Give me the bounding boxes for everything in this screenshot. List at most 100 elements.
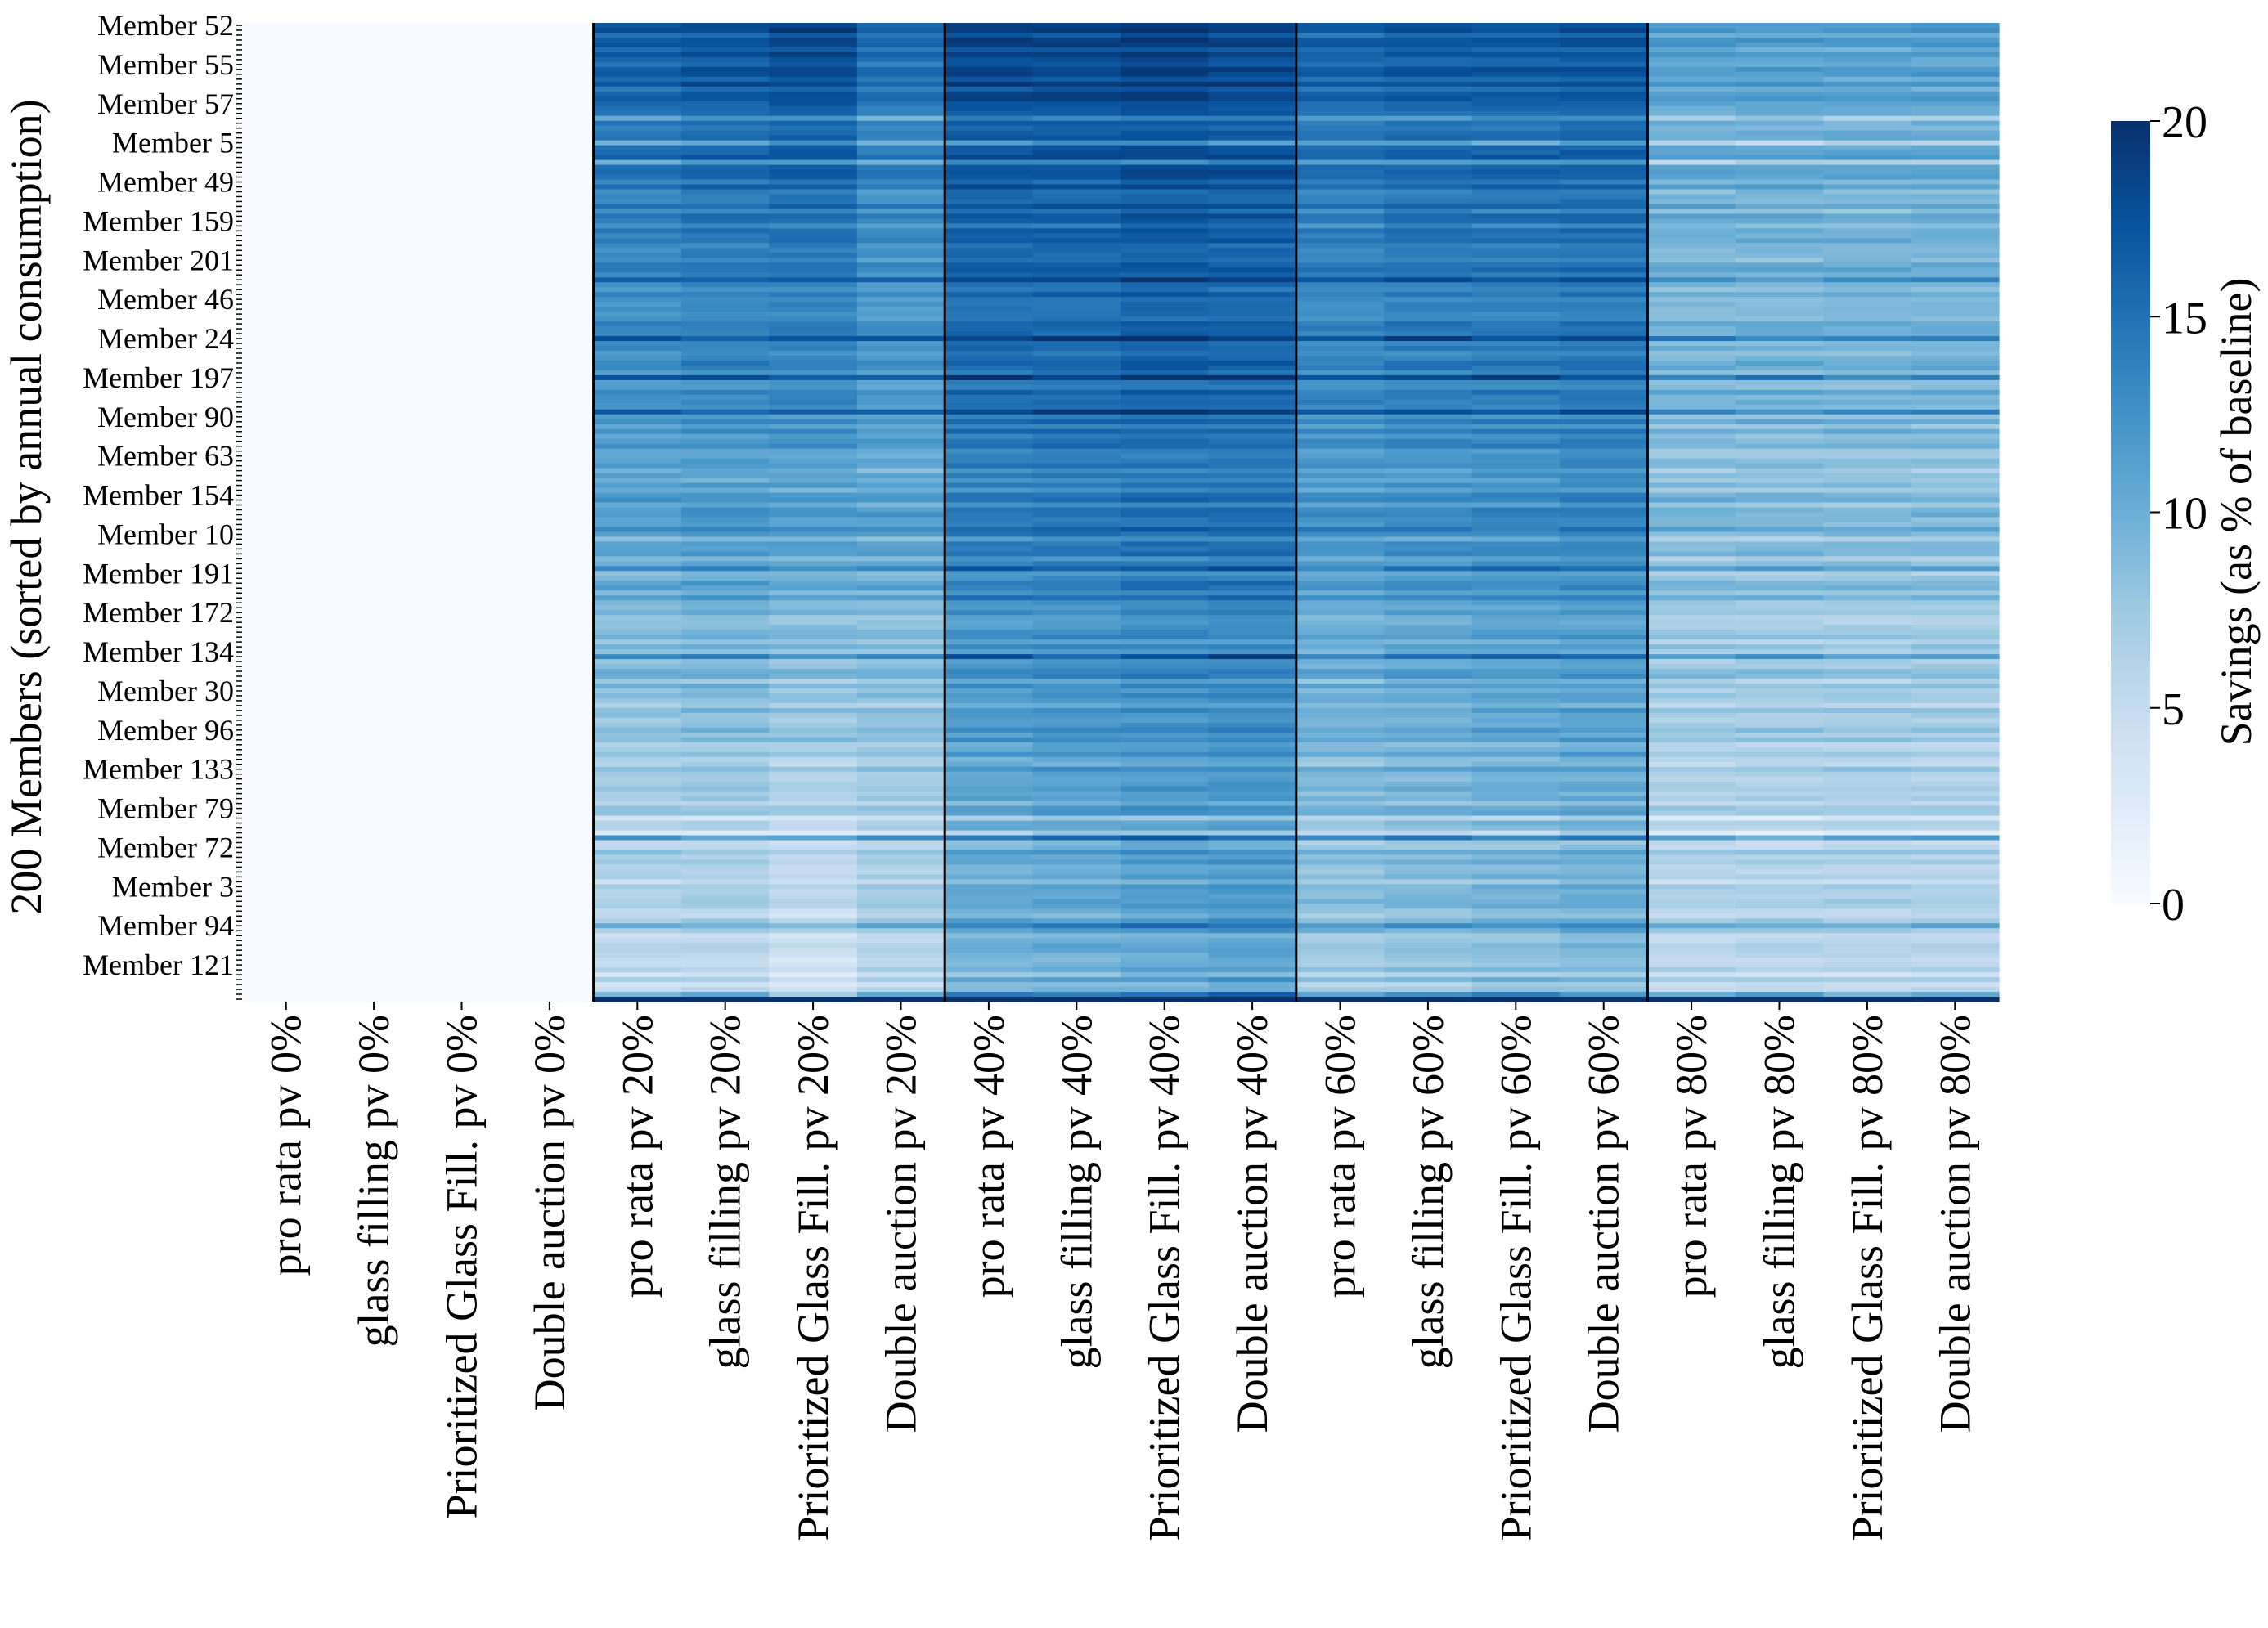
- heatmap-cell: [330, 277, 419, 283]
- heatmap-cell: [1471, 140, 1561, 146]
- heatmap-cell: [417, 546, 506, 552]
- heatmap-cell: [1384, 433, 1473, 440]
- heatmap-cell: [1647, 585, 1736, 591]
- heatmap-cell: [681, 482, 770, 489]
- heatmap-cell: [417, 37, 506, 43]
- heatmap-cell: [505, 209, 595, 215]
- heatmap-cell: [1823, 267, 1912, 273]
- heatmap-cell: [1823, 351, 1912, 357]
- heatmap-cell: [769, 561, 858, 567]
- heatmap-cell: [1384, 424, 1473, 430]
- heatmap-cell: [681, 556, 770, 562]
- heatmap-cell: [1911, 678, 2000, 684]
- heatmap-cell: [769, 399, 858, 406]
- heatmap-cell: [1471, 664, 1561, 670]
- heatmap-cell: [242, 56, 330, 63]
- heatmap-cell: [1647, 458, 1736, 464]
- heatmap-cell: [1647, 355, 1736, 361]
- heatmap-cell: [1823, 360, 1912, 366]
- x-tick-label: Prioritized Glass Fill. pv 40%: [1140, 1015, 1189, 1541]
- heatmap-cell: [1208, 159, 1297, 166]
- heatmap-cell: [505, 218, 595, 224]
- heatmap-cell: [769, 497, 858, 504]
- heatmap-cell: [1735, 625, 1824, 630]
- heatmap-cell: [681, 722, 770, 729]
- heatmap-cell: [945, 830, 1034, 836]
- heatmap-cell: [1032, 987, 1121, 993]
- heatmap-cell: [769, 448, 858, 455]
- heatmap-cell: [945, 874, 1034, 880]
- heatmap-cell: [1735, 307, 1824, 312]
- heatmap-cell: [1560, 664, 1648, 670]
- x-tick-marks: [285, 1002, 1956, 1010]
- heatmap-cell: [330, 683, 419, 689]
- heatmap-cell: [242, 360, 330, 366]
- heatmap-cell: [681, 115, 770, 122]
- heatmap-cell: [505, 61, 595, 68]
- heatmap-cell: [769, 697, 858, 704]
- heatmap-cell: [945, 820, 1034, 827]
- heatmap-cell: [1911, 155, 2000, 161]
- heatmap-cell: [1911, 845, 2000, 851]
- heatmap-cell: [1823, 997, 1912, 1002]
- heatmap-cell: [330, 595, 419, 601]
- heatmap-cell: [417, 213, 506, 219]
- heatmap-cell: [681, 771, 770, 778]
- heatmap-cell: [769, 894, 858, 899]
- heatmap-cell: [1296, 830, 1385, 836]
- heatmap-cell: [330, 571, 419, 576]
- heatmap-cell: [1121, 522, 1209, 528]
- heatmap-cell: [505, 179, 595, 186]
- heatmap-cell: [1384, 512, 1473, 518]
- heatmap-cell: [1471, 933, 1561, 939]
- heatmap-cell: [1121, 71, 1209, 78]
- heatmap-cell: [1032, 908, 1121, 914]
- heatmap-cell: [1735, 717, 1824, 724]
- heatmap-cell: [769, 585, 858, 591]
- heatmap-cell: [1121, 355, 1209, 361]
- heatmap-cell: [1296, 76, 1385, 83]
- heatmap-cell: [1121, 869, 1209, 875]
- heatmap-cell: [681, 66, 770, 73]
- heatmap-cell: [417, 859, 506, 866]
- heatmap-cell: [1911, 71, 2000, 78]
- heatmap-cell: [330, 316, 419, 322]
- heatmap-cell: [681, 717, 770, 724]
- heatmap-cell: [681, 659, 770, 665]
- heatmap-cell: [769, 987, 858, 993]
- heatmap-cell: [769, 292, 858, 298]
- heatmap-cell: [681, 625, 770, 630]
- heatmap-cell: [681, 297, 770, 303]
- heatmap-cell: [681, 384, 770, 391]
- heatmap-cell: [945, 791, 1034, 797]
- heatmap-cell: [1296, 428, 1385, 435]
- heatmap-cell: [1735, 948, 1824, 953]
- heatmap-cell: [593, 987, 682, 993]
- heatmap-cell: [945, 76, 1034, 83]
- heatmap-cell: [1296, 312, 1385, 317]
- heatmap-cell: [1208, 576, 1297, 581]
- heatmap-cell: [1647, 404, 1736, 410]
- heatmap-cell: [505, 918, 595, 924]
- heatmap-cell: [242, 199, 330, 205]
- x-tick-label: Double auction pv 40%: [1228, 1015, 1277, 1433]
- heatmap-cell: [1560, 854, 1648, 861]
- heatmap-cell: [593, 360, 682, 366]
- heatmap-cell: [681, 81, 770, 87]
- heatmap-cell: [1560, 786, 1648, 792]
- heatmap-cell: [505, 904, 595, 909]
- heatmap-cell: [1471, 884, 1561, 890]
- heatmap-cell: [1032, 140, 1121, 146]
- heatmap-cell: [593, 683, 682, 689]
- heatmap-cell: [769, 531, 858, 538]
- heatmap-cell: [1911, 948, 2000, 953]
- heatmap-cell: [417, 91, 506, 97]
- heatmap-cell: [681, 130, 770, 137]
- heatmap-cell: [330, 492, 419, 499]
- heatmap-cell: [242, 850, 330, 856]
- heatmap-cell: [856, 262, 945, 268]
- heatmap-cell: [330, 987, 419, 993]
- heatmap-cell: [1560, 972, 1648, 978]
- heatmap-cell: [417, 869, 506, 875]
- heatmap-cell: [1823, 150, 1912, 156]
